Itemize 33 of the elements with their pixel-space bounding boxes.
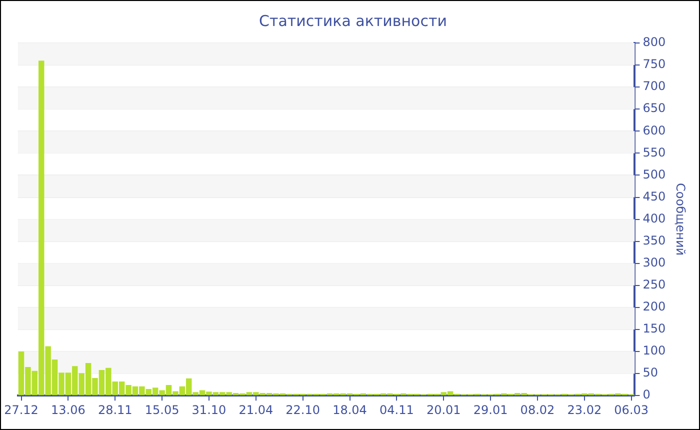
- y-tick-label: 300: [642, 256, 666, 270]
- x-tick-label: 06.03: [614, 402, 649, 417]
- y-tick-label: 350: [642, 233, 666, 248]
- x-tick-label: 15.05: [144, 402, 180, 417]
- x-tick-label: 13.06: [51, 402, 86, 417]
- y-tick-label: 800: [642, 35, 666, 50]
- x-tick-label: 27.12: [4, 402, 38, 417]
- y-tick-label: 750: [642, 57, 666, 72]
- x-tick-label: 28.11: [98, 402, 132, 417]
- y-tick-label: 650: [642, 101, 666, 116]
- x-tick-label: 22.10: [286, 402, 320, 417]
- y-tick-label: 600: [642, 123, 666, 138]
- y-tick-label: 0: [642, 388, 650, 402]
- x-tick-label: 18.04: [332, 402, 367, 417]
- y-axis-title: Сообщений: [674, 183, 688, 256]
- y-tick-label: 700: [642, 79, 666, 94]
- x-tick-label: 29.01: [473, 402, 508, 417]
- chart-title: Статистика активности: [259, 12, 447, 30]
- y-tick-label: 550: [642, 145, 666, 160]
- x-tick-label: 31.10: [192, 402, 226, 417]
- y-tick-label: 200: [642, 300, 666, 314]
- y-tick-label: 50: [642, 366, 658, 380]
- y-tick-label: 150: [642, 322, 666, 336]
- y-tick-label: 100: [642, 344, 666, 358]
- x-tick-label: 04.11: [380, 402, 414, 417]
- x-tick-label: 20.01: [426, 402, 461, 417]
- y-tick-label: 450: [642, 189, 666, 204]
- y-tick-label: 400: [642, 211, 666, 226]
- y-tick-label: 500: [642, 167, 666, 182]
- y-tick-label: 250: [642, 278, 666, 292]
- x-tick-label: 23.02: [567, 402, 602, 417]
- x-tick-label: 08.02: [520, 402, 555, 417]
- x-tick-label: 21.04: [238, 402, 274, 417]
